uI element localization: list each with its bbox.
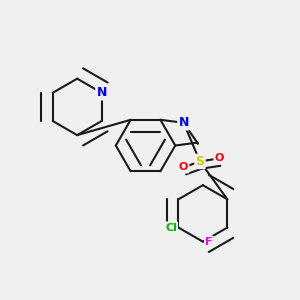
Text: N: N [178,116,189,129]
Text: O: O [179,162,188,172]
Text: S: S [195,155,204,168]
Text: N: N [96,86,107,99]
Text: O: O [214,153,224,164]
Text: Cl: Cl [165,223,177,232]
Text: F: F [205,237,213,247]
